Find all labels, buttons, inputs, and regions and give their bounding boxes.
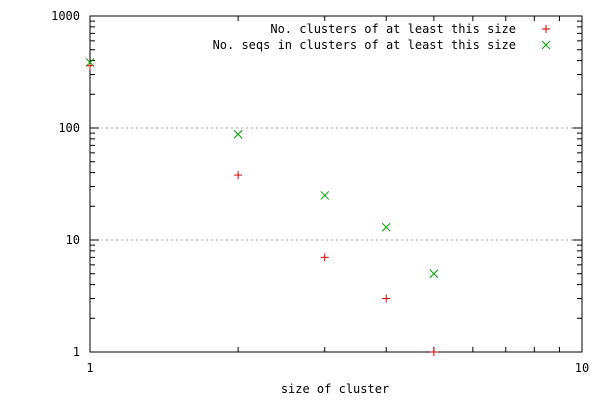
y-tick-label: 100 [58,121,80,135]
x-tick-label: 10 [575,361,589,375]
data-point-seqs-1 [233,129,243,139]
data-point-clusters-4 [429,348,438,356]
data-point-seqs-4 [429,269,439,279]
legend-marker-seqs [541,40,551,50]
y-tick-label: 1 [73,345,80,359]
marks-layer [85,58,439,356]
grid-layer [91,127,581,241]
y-tick-label: 1000 [51,9,80,23]
y-tick-label: 10 [66,233,80,247]
legend: No. clusters of at least this size No. s… [213,22,551,52]
data-point-clusters-1 [234,171,243,180]
x-tick-label: 1 [86,361,93,375]
x-axis-label: size of cluster [281,382,389,396]
legend-label-clusters: No. clusters of at least this size [270,22,516,36]
data-point-seqs-0 [85,58,95,67]
axes-layer [89,15,583,353]
data-point-clusters-3 [382,294,391,303]
data-point-clusters-2 [320,253,329,262]
data-point-seqs-2 [320,191,330,200]
plot-frame [89,15,583,353]
ticks-layer: 1 10 100 1000 1 10 [51,9,589,375]
legend-label-seqs: No. seqs in clusters of at least this si… [213,38,516,52]
data-point-seqs-3 [381,222,391,232]
legend-marker-clusters [542,25,550,33]
